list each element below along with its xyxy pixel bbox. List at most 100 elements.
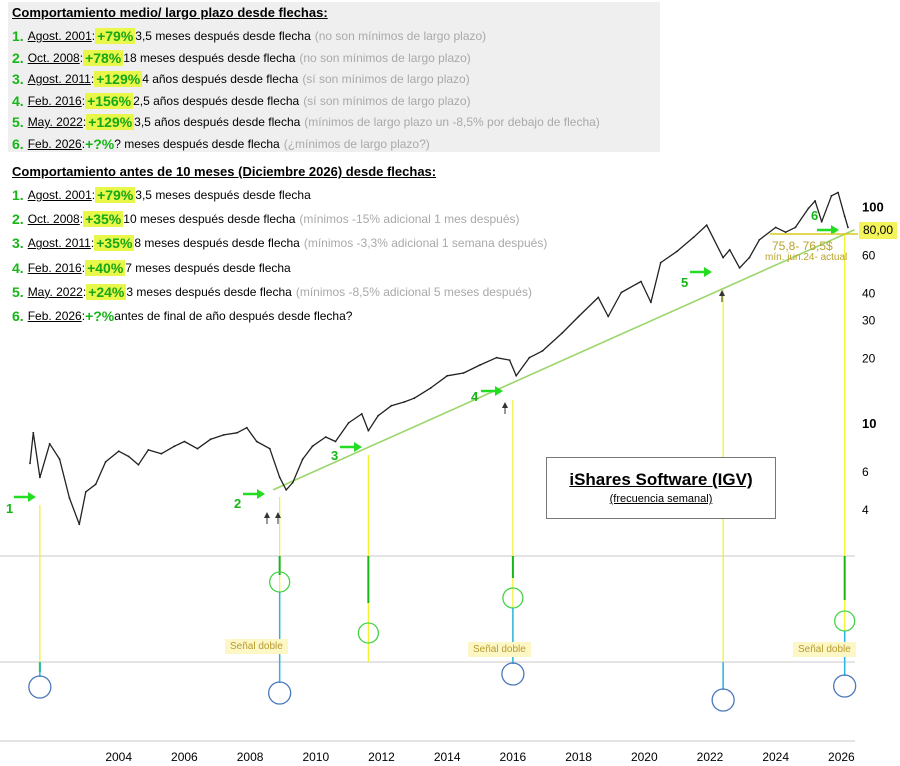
row-text: 10 meses después desde flecha: [123, 212, 296, 227]
row-number: 5.: [12, 114, 24, 130]
row-text: ? meses después desde flecha: [114, 136, 280, 151]
row-separator: :: [79, 50, 84, 65]
price-point: [39, 476, 41, 479]
list-item: 4. Feb. 2016: +156% 2,5 años después desde…: [12, 91, 471, 111]
y-tick-label: 30: [862, 314, 876, 328]
row-note: (no son mínimos de largo plazo): [314, 29, 487, 43]
row-gain: +79%: [95, 28, 136, 44]
x-tick-label: 2012: [368, 750, 395, 764]
price-point: [659, 261, 662, 264]
x-tick-label: 2024: [762, 750, 789, 764]
row-date: May. 2022: [27, 284, 83, 299]
x-tick-label: 2022: [697, 750, 724, 764]
price-point: [774, 226, 777, 229]
range-label-line1: 75,8- 76,5$: [772, 239, 833, 253]
price-point: [68, 497, 71, 499]
price-point: [847, 226, 849, 229]
row-separator: :: [91, 188, 96, 202]
x-tick-label: 2004: [105, 750, 132, 764]
signal-circle: [268, 681, 292, 705]
price-point: [127, 455, 130, 458]
price-point: [620, 291, 623, 294]
logo-box: iShares Software (IGV) (frecuencia seman…: [546, 457, 776, 519]
row-gain: +129%: [86, 114, 135, 130]
price-point: [147, 449, 150, 451]
row-separator: :: [79, 212, 84, 227]
arrow-number: 6: [811, 208, 818, 223]
row-separator: :: [91, 29, 96, 43]
price-point: [479, 364, 481, 366]
signal-label-2008: Señal doble: [225, 639, 288, 654]
list-item: 4. Feb. 2016: +40% 7 meses después desde f…: [12, 258, 291, 278]
row-date: Agost. 2011: [27, 236, 91, 251]
price-point: [429, 387, 432, 389]
row-text: 3 meses después desde flecha: [126, 284, 292, 299]
row-date: Agost. 2011: [27, 72, 91, 86]
price-point: [278, 476, 281, 479]
row-gain: +35%: [94, 235, 135, 252]
row-number: 6.: [12, 308, 24, 324]
row-date: Agost. 2001: [27, 29, 92, 43]
y-tick-label: 4: [862, 503, 869, 517]
arrow-number: 3: [331, 448, 338, 463]
row-gain: +79%: [95, 187, 136, 203]
row-gain: +24%: [86, 283, 127, 300]
y-tick-label: 20: [862, 352, 876, 366]
row-number: 6.: [12, 135, 24, 152]
price-point: [784, 231, 787, 234]
price-point: [758, 239, 761, 241]
y-tick-label: 6: [862, 465, 869, 479]
row-gain: +35%: [83, 211, 124, 228]
price-point: [183, 440, 186, 443]
price-point: [794, 226, 797, 229]
row-note: (mínimos -8,5% adicional 5 meses después…: [295, 284, 532, 299]
price-point: [222, 434, 225, 436]
x-tick-label: 2018: [565, 750, 592, 764]
price-point: [692, 236, 695, 239]
row-separator: :: [82, 115, 87, 129]
list-item: 6. Feb. 2026: +?% antes de final de año de…: [12, 306, 352, 326]
row-date: May. 2022: [27, 115, 83, 129]
row-separator: :: [81, 93, 86, 108]
row-number: 3.: [12, 235, 24, 252]
y-tick-label: 100: [862, 199, 884, 214]
price-point: [209, 438, 212, 441]
small-up-arrow: [264, 512, 270, 518]
price-point: [830, 194, 833, 197]
price-point: [117, 450, 120, 453]
row-date: Feb. 2026: [27, 136, 82, 151]
price-point: [301, 458, 304, 460]
price-point: [705, 224, 708, 227]
price-point: [48, 442, 51, 445]
list-item: 5. May. 2022: +129% 3,5 años después desde…: [12, 112, 600, 132]
price-point: [650, 301, 652, 304]
price-point: [413, 397, 416, 400]
price-point: [104, 461, 107, 463]
row-text: antes de final de año después desde flec…: [114, 309, 353, 323]
price-point: [640, 280, 642, 283]
price-point: [285, 489, 288, 491]
row-text: 18 meses después desde flecha: [123, 50, 296, 65]
signal-circle: [833, 674, 857, 698]
price-point: [377, 414, 380, 417]
row-note: (¿mínimos de largo plazo?): [283, 136, 430, 151]
row-gain: +78%: [83, 49, 124, 66]
row-note: (no son mínimos de largo plazo): [299, 50, 471, 65]
row-text: 2,5 años después desde flecha: [133, 93, 300, 108]
row-separator: :: [82, 284, 87, 299]
x-tick-label: 2006: [171, 750, 198, 764]
price-point: [32, 431, 35, 434]
price-point: [367, 429, 370, 432]
row-number: 4.: [12, 259, 24, 276]
row-separator: :: [90, 72, 95, 86]
current-price-tag: 80,00: [859, 222, 897, 239]
signal-circle: [28, 675, 52, 699]
price-point: [324, 436, 327, 438]
signal-circle: [357, 622, 380, 644]
signal-circle: [711, 688, 735, 712]
price-point: [94, 483, 97, 486]
price-point: [311, 445, 314, 448]
row-number: 4.: [12, 92, 24, 109]
price-point: [84, 491, 87, 493]
